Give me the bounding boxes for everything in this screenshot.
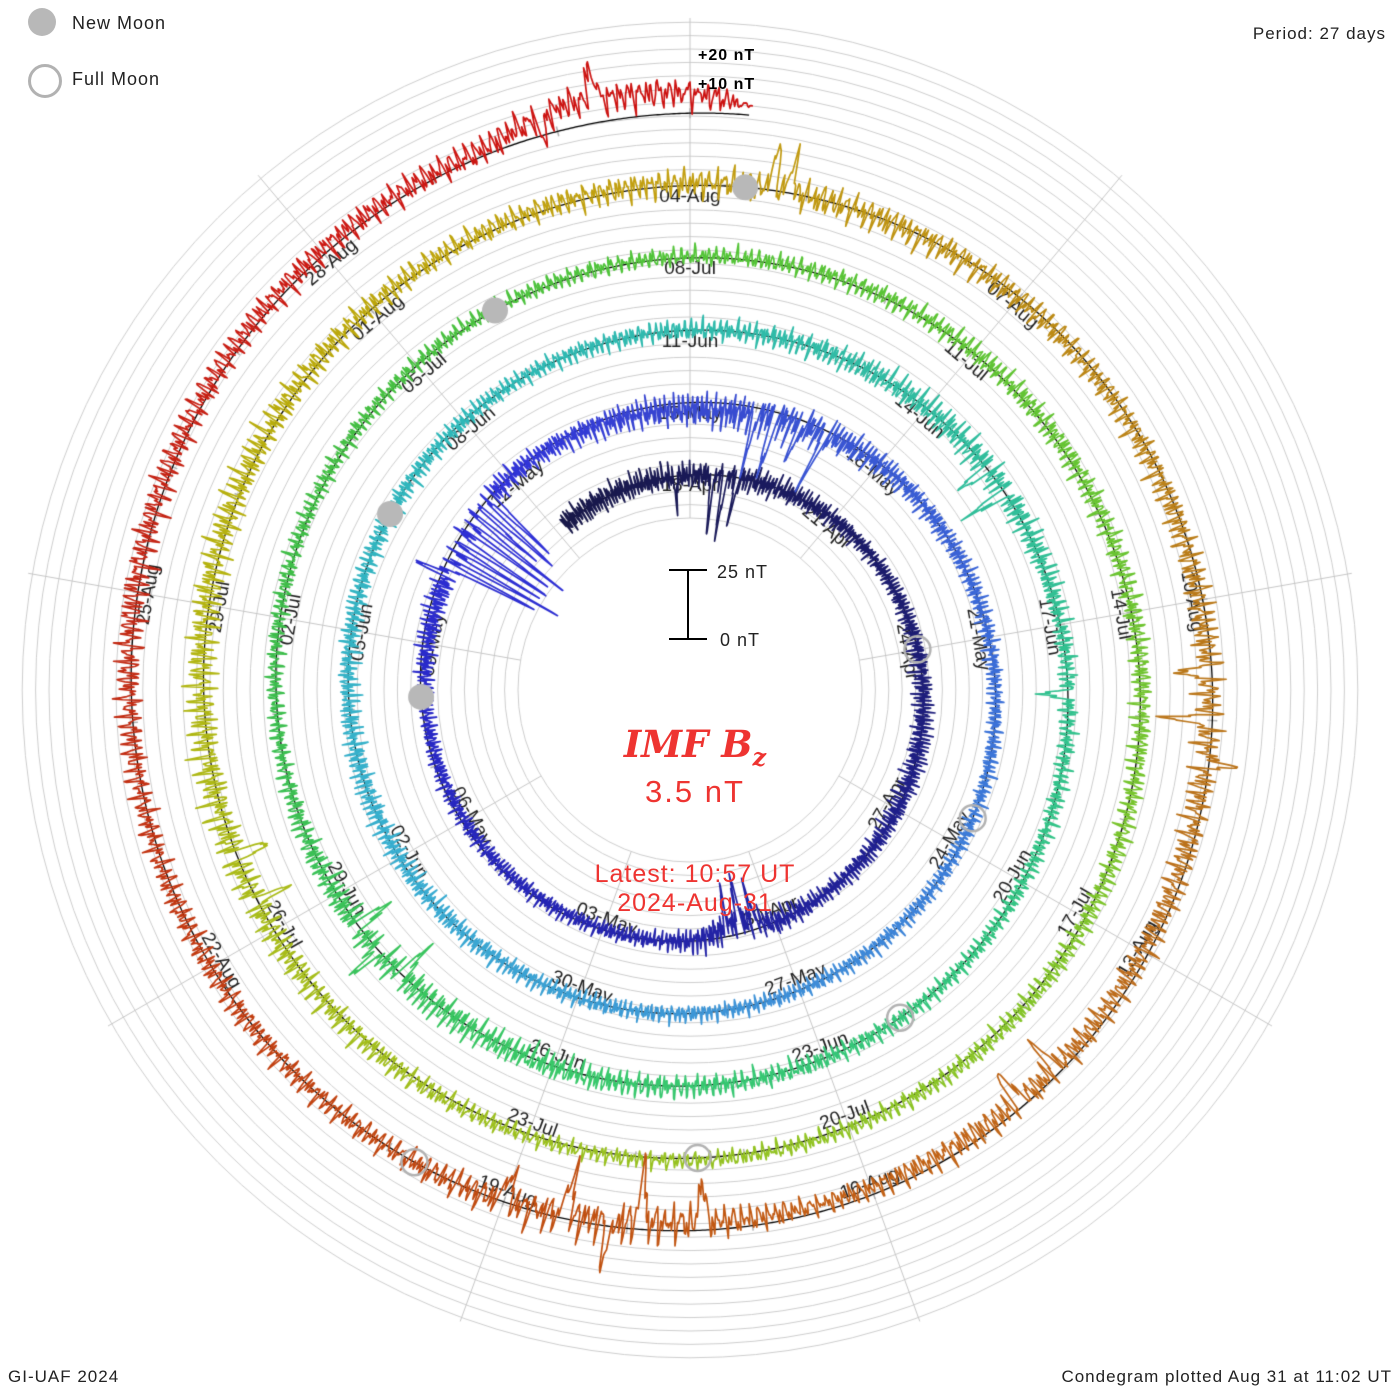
legend-new-moon-label: New Moon <box>72 13 167 33</box>
chart-title: IMF Bz <box>545 722 845 771</box>
latest-value: 3.5 nT <box>645 774 745 809</box>
full-moon-icon <box>28 64 62 98</box>
axis-plus10-label: +10 nT <box>698 76 756 93</box>
axis-plus20-label: +20 nT <box>698 47 756 64</box>
scalebar-top-tick <box>669 569 707 571</box>
chart-title-main: IMF B <box>623 722 753 766</box>
chart-title-sub: z <box>752 742 767 772</box>
latest-date-label: 2024-Aug-31 <box>617 889 773 917</box>
plotted-label: Condegram plotted Aug 31 at 11:02 UT <box>1061 1367 1392 1386</box>
scalebar-line <box>687 570 689 639</box>
new-moon-icon <box>28 8 56 36</box>
legend-full-moon-label: Full Moon <box>72 69 161 89</box>
period-label: Period: 27 days <box>1252 24 1386 43</box>
latest-time-label: Latest: 10:57 UT <box>594 860 796 888</box>
scalebar-bottom-label: 0 nT <box>720 630 761 650</box>
credit-label: GI-UAF 2024 <box>8 1367 120 1386</box>
scalebar-top-label: 25 nT <box>717 562 769 582</box>
scalebar-bottom-tick <box>669 638 707 640</box>
